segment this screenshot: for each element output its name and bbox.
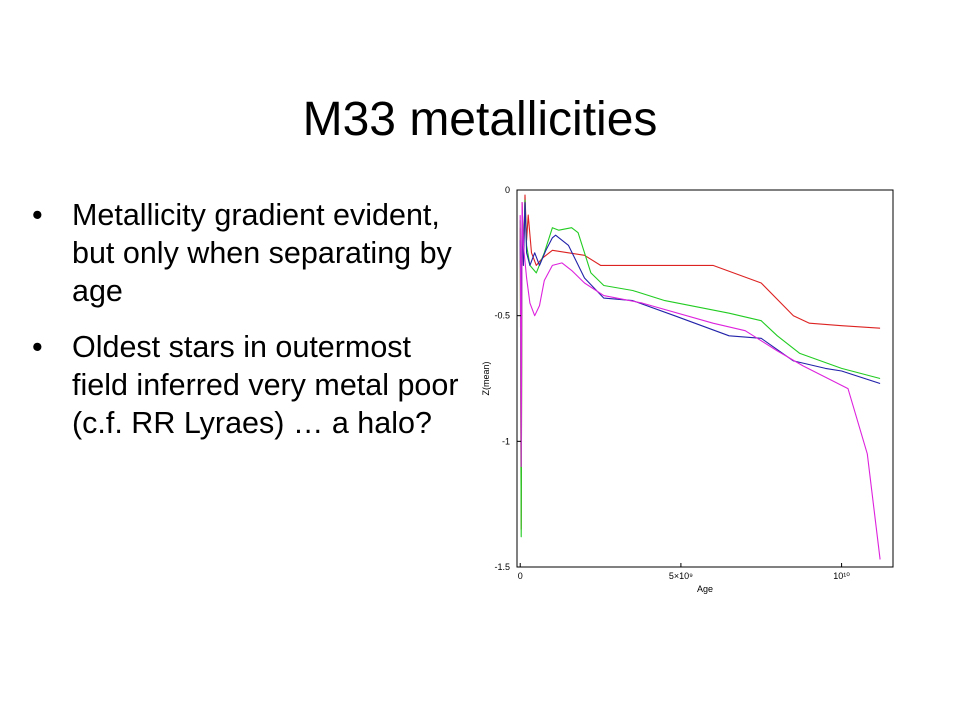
- bullet-text: Metallicity gradient evident, but only w…: [72, 198, 452, 308]
- plot-frame: [516, 189, 894, 568]
- series-line-1: [519, 194, 881, 530]
- bullet-text: Oldest stars in outermost field inferred…: [72, 330, 459, 440]
- plot-border: [516, 189, 894, 568]
- x-tick-label: 5×10⁹: [669, 571, 693, 581]
- bullet-item: • Oldest stars in outermost field inferr…: [32, 328, 472, 442]
- series-line-3: [519, 202, 881, 385]
- y-tick-label: 0: [505, 185, 510, 195]
- x-tick-label: 10¹⁰: [833, 571, 850, 581]
- axes-layer: 0 -0.5 -1 -1.5 0 5×10⁹ 10¹⁰ Age Z(mean): [481, 185, 850, 594]
- y-tick-label: -0.5: [494, 311, 510, 321]
- bullet-marker: •: [32, 330, 43, 364]
- x-tick-label: 0: [518, 571, 523, 581]
- y-tick-label: -1.5: [494, 562, 510, 572]
- metallicity-chart: 0 -0.5 -1 -1.5 0 5×10⁹ 10¹⁰ Age Z(mean): [481, 185, 894, 594]
- bullet-item: • Metallicity gradient evident, but only…: [32, 196, 472, 310]
- bullet-marker: •: [32, 198, 43, 232]
- y-tick-label: -1: [502, 436, 510, 446]
- series-layer: [519, 194, 881, 560]
- series-line-4: [519, 202, 881, 560]
- bullet-list: • Metallicity gradient evident, but only…: [32, 196, 472, 460]
- y-axis-label: Z(mean): [481, 361, 491, 395]
- slide-title: M33 metallicities: [302, 93, 658, 146]
- x-axis-label: Age: [697, 584, 713, 594]
